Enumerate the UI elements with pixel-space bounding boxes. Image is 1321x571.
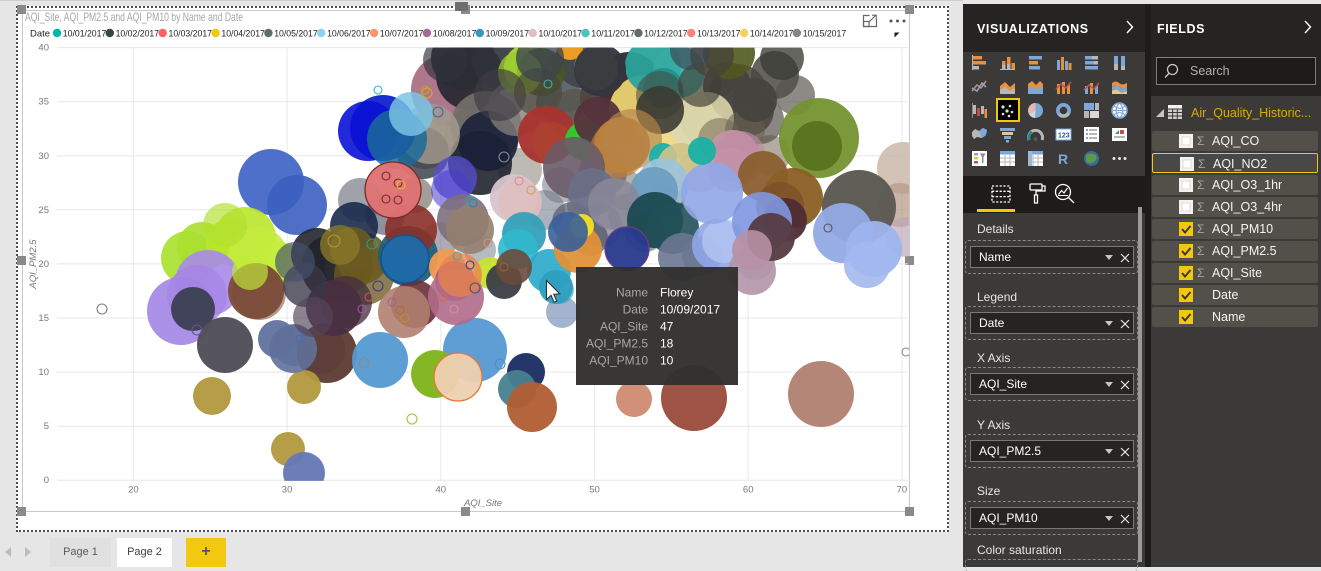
svg-text:Date: Date (623, 303, 649, 317)
svg-text:10/03/2017: 10/03/2017 (169, 29, 213, 39)
svg-text:10/09/2017: 10/09/2017 (660, 303, 720, 317)
svg-text:10/08/2017: 10/08/2017 (433, 29, 477, 39)
svg-text:40: 40 (436, 485, 447, 496)
svg-text:10/05/2017: 10/05/2017 (274, 29, 318, 39)
svg-text:Name: Name (616, 286, 648, 300)
svg-text:AQI_PM2.5: AQI_PM2.5 (586, 337, 648, 351)
svg-text:25: 25 (38, 205, 49, 216)
svg-text:70: 70 (897, 485, 908, 496)
svg-text:Florey: Florey (660, 286, 693, 300)
svg-text:AQI_PM2.5: AQI_PM2.5 (28, 239, 39, 290)
svg-text:10/06/2017: 10/06/2017 (327, 29, 371, 39)
svg-text:30: 30 (38, 151, 49, 162)
svg-text:10/10/2017: 10/10/2017 (539, 29, 583, 39)
svg-text:R: R (1058, 151, 1068, 167)
svg-text:AQI_Site: AQI_Site (600, 320, 648, 334)
svg-text:0: 0 (44, 475, 49, 486)
svg-text:10/12/2017: 10/12/2017 (644, 29, 688, 39)
svg-text:10/04/2017: 10/04/2017 (221, 29, 265, 39)
svg-text:AQI_Site, AQI_PM2.5 and AQI_PM: AQI_Site, AQI_PM2.5 and AQI_PM10 by Name… (25, 11, 243, 24)
svg-text:AQI_PM10: AQI_PM10 (589, 354, 648, 368)
svg-text:10/11/2017: 10/11/2017 (591, 29, 635, 39)
svg-text:30: 30 (282, 485, 293, 496)
svg-text:5: 5 (44, 421, 49, 432)
svg-text:10/02/2017: 10/02/2017 (116, 29, 160, 39)
svg-text:10/09/2017: 10/09/2017 (486, 29, 529, 39)
svg-text:18: 18 (660, 337, 674, 351)
svg-text:10/13/2017: 10/13/2017 (697, 29, 741, 39)
svg-text:10: 10 (38, 367, 49, 378)
svg-text:10/15/2017: 10/15/2017 (803, 29, 847, 39)
svg-text:40: 40 (38, 43, 49, 54)
svg-text:50: 50 (589, 485, 600, 496)
svg-text:60: 60 (743, 485, 754, 496)
svg-text:123: 123 (1058, 133, 1070, 140)
svg-text:Date: Date (30, 29, 50, 40)
svg-text:10/07/2017: 10/07/2017 (380, 29, 424, 39)
svg-text:20: 20 (38, 259, 49, 270)
svg-text:15: 15 (38, 313, 49, 324)
svg-text:AQI_Site: AQI_Site (463, 498, 502, 509)
svg-text:35: 35 (38, 97, 49, 108)
svg-text:10/01/2017: 10/01/2017 (63, 29, 107, 39)
svg-text:10: 10 (660, 354, 674, 368)
svg-text:10/14/2017: 10/14/2017 (750, 29, 794, 39)
svg-text:20: 20 (128, 485, 139, 496)
svg-text:47: 47 (660, 320, 674, 334)
